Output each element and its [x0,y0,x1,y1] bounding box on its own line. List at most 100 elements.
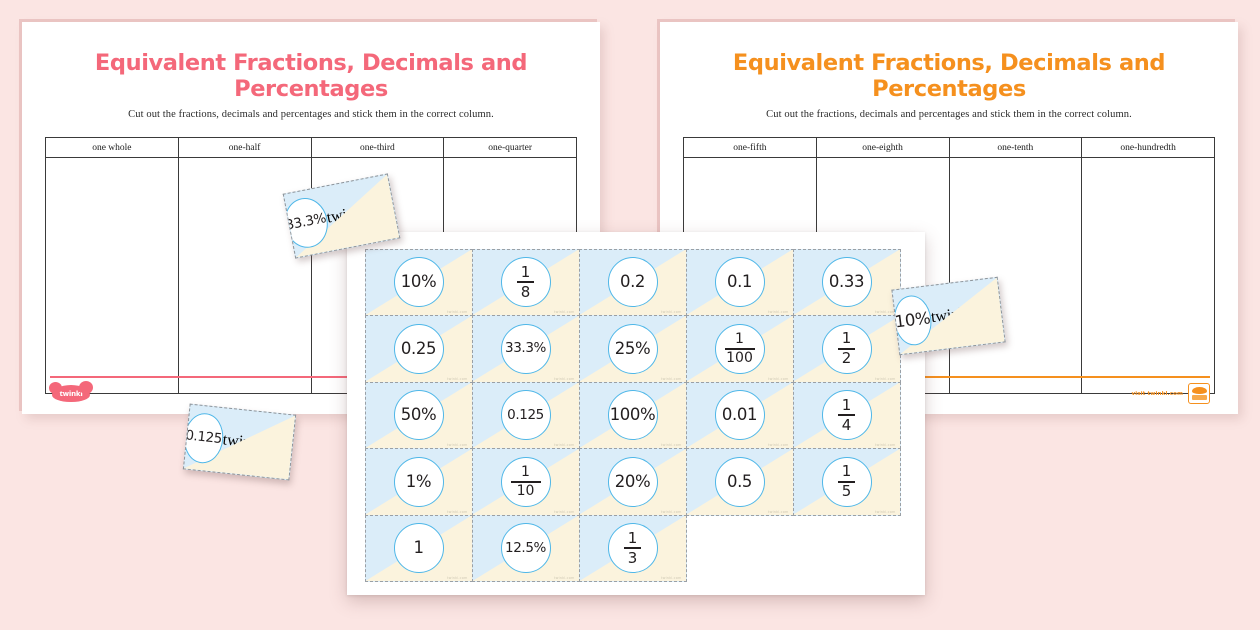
floating-card[interactable]: 10% twinkl.com [891,276,1006,356]
watermark-label: twinkl.com [447,376,468,381]
cut-out-card[interactable]: 0.25 twinkl.com [364,315,473,383]
card-value: 1% [405,471,432,491]
watermark-label: twinkl.com [768,443,789,447]
cut-out-card[interactable]: 25% twinkl.com [578,315,687,383]
column-header: one whole [45,137,179,158]
watermark-label: twinkl.com [554,443,575,447]
fraction-numerator: 1 [520,262,531,281]
cut-out-card[interactable]: 0.5 twinkl.com [685,448,794,516]
footer-divider-right [688,376,1210,378]
cut-out-card[interactable]: 1 8 twinkl.com [471,248,580,316]
cut-out-card[interactable]: 0.2 twinkl.com [578,248,687,316]
card-value: 0.125 [184,427,223,448]
card-circle: 0.125 [182,411,226,466]
cut-out-card[interactable]: 12.5% twinkl.com [471,514,580,582]
fraction-bar [724,347,755,350]
card-value: 33.3% [505,340,546,356]
card-circle: 0.1 [714,257,765,308]
watermark-label: twinkl.com [554,310,575,314]
card-value: 0.01 [721,405,758,424]
card-circle: 1 100 [714,323,765,374]
fraction-bar [624,547,641,550]
cut-out-card[interactable]: 0.33 twinkl.com [792,248,901,316]
watermark-label: twinkl.com [930,300,1005,327]
drop-cell[interactable] [45,157,179,394]
cut-out-card[interactable]: 20% twinkl.com [578,448,687,516]
fraction-numerator: 1 [841,395,852,414]
table-header-row: one-fifth one-eighth one-tenth one-hundr… [683,137,1215,158]
fraction-numerator: 1 [627,528,638,547]
fraction-numerator: 1 [841,329,852,348]
column-header: one-eighth [815,137,950,158]
fraction-numerator: 1 [735,331,744,348]
fraction-denominator: 4 [841,415,852,434]
cut-out-card[interactable]: 1% twinkl.com [364,448,473,516]
fraction-numerator: 1 [521,464,530,481]
fraction-bar [838,347,855,350]
watermark-label: twinkl.com [661,509,682,514]
watermark-label: twinkl.com [554,576,575,580]
card-value: 0.1 [726,272,753,291]
twinkl-badge-icon[interactable] [1188,383,1210,404]
column-header: one-quarter [443,137,577,158]
drop-cell[interactable] [1081,157,1215,394]
cut-out-card[interactable]: 1 4 twinkl.com [792,381,901,449]
page-subtitle-left: Cut out the fractions, decimals and perc… [128,109,494,120]
watermark-label: twinkl.com [875,310,896,314]
cloud-shape-icon [1192,387,1207,394]
cut-out-card[interactable]: 1 5 twinkl.com [792,448,901,516]
card-circle: 0.01 [714,390,765,441]
fraction-denominator: 5 [841,482,852,501]
cut-out-card[interactable]: 0.125 twinkl.com [471,381,580,449]
watermark-label: twinkl.com [661,576,682,580]
footer-branding-right[interactable]: visit twinkl.com [1131,383,1210,404]
cut-out-card-sheet[interactable]: 10% twinkl.com 1 8 twinkl.com 0.2 twinkl.com 0.… [347,232,925,595]
card-circle: 12.5% [500,523,551,574]
cut-out-card[interactable]: 100% twinkl.com [578,381,687,449]
column-header: one-third [310,137,445,158]
card-circle: 1 10 [500,456,551,507]
card-circle: 100% [607,390,658,441]
card-circle: 0.2 [607,257,658,308]
card-value: 10% [400,272,437,291]
twinkl-logo-left[interactable]: twinkl [49,381,93,402]
cut-out-card[interactable]: 1 10 twinkl.com [471,448,580,516]
card-value: 1 [413,538,424,557]
card-value: 0.125 [507,406,544,423]
cut-out-card[interactable]: 1 100 twinkl.com [685,315,794,383]
card-circle: 1 [393,523,444,574]
drop-cell[interactable] [948,157,1083,394]
fraction-denominator: 8 [520,282,531,301]
card-value: 50% [400,405,437,424]
watermark-label: twinkl.com [875,443,896,447]
watermark-label: twinkl.com [661,443,682,447]
card-value: 0.2 [619,272,646,291]
cut-out-card[interactable]: 0.1 twinkl.com [685,248,794,316]
column-header: one-fifth [683,137,817,158]
column-header: one-half [177,137,312,158]
watermark-label: twinkl.com [768,310,789,314]
floating-card[interactable]: 0.125 twinkl.com [182,403,297,481]
watermark-label: twinkl.com [325,196,400,227]
cut-out-card[interactable]: 10% twinkl.com [364,248,473,316]
cut-out-card[interactable]: 1 3 twinkl.com [578,514,687,582]
cut-out-card[interactable]: 1 2 twinkl.com [792,315,901,383]
cut-out-card[interactable]: 33.3% twinkl.com [471,315,580,383]
watermark-label: twinkl.com [875,509,896,514]
watermark-label: twinkl.com [768,376,789,381]
cut-out-card[interactable]: 0.01 twinkl.com [685,381,794,449]
fraction-value: 1 100 [724,331,755,365]
watermark-label: twinkl.com [554,376,575,381]
card-circle: 1% [393,456,444,507]
watermark-label: twinkl.com [768,509,789,514]
cut-out-card[interactable]: 1 twinkl.com [364,514,473,582]
cut-out-card[interactable]: 50% twinkl.com [364,381,473,449]
card-value: 100% [609,405,656,424]
card-value: 33.3% [284,210,328,234]
card-value: 25% [614,338,651,358]
